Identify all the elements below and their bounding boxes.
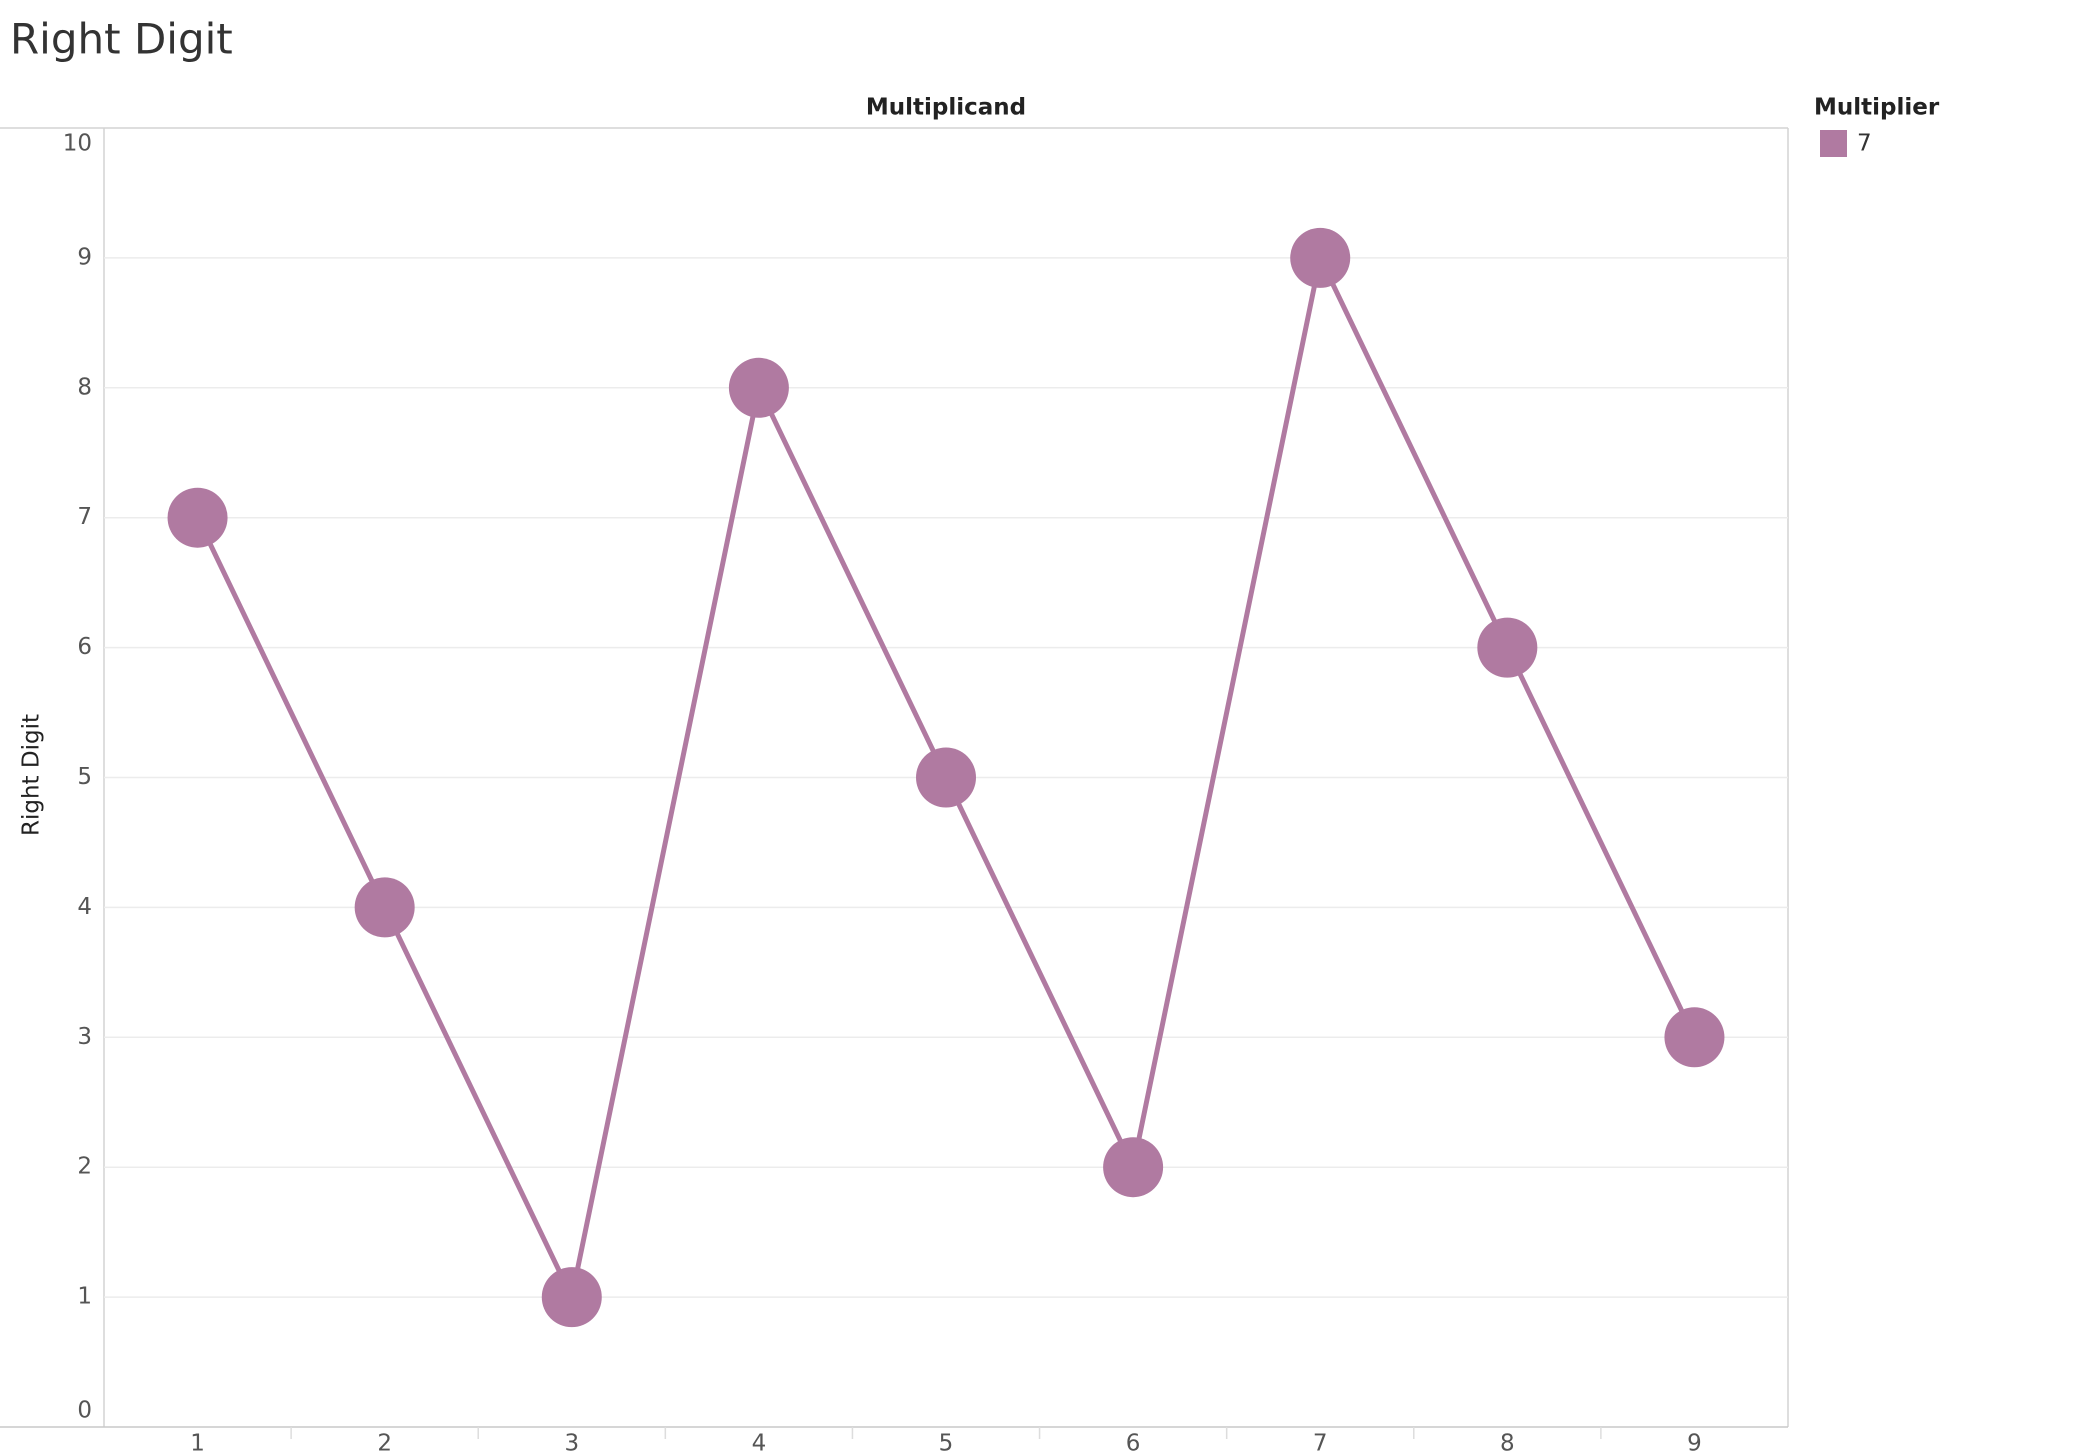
x-tick-label: 2 [377,1431,392,1456]
x-tick-label: 8 [1500,1431,1515,1456]
y-tick-label: 1 [77,1284,92,1310]
x-tick-label: 3 [564,1431,579,1456]
y-tick-label: 9 [77,244,92,270]
y-tick-label: 0 [77,1398,92,1424]
data-point [916,747,976,808]
y-tick-label: 10 [63,131,92,157]
x-tick-label: 4 [752,1431,767,1456]
chart-title: Right Digit [10,15,233,64]
y-tick-label: 5 [77,764,92,790]
y-tick-label: 3 [77,1024,92,1050]
data-point [354,877,415,938]
y-tick-label: 6 [77,634,92,660]
y-axis-title: Right Digit [19,714,45,836]
y-tick-label: 2 [77,1154,92,1180]
y-tick-label: 4 [77,894,92,920]
legend-label: 7 [1857,131,1872,157]
x-tick-label: 6 [1126,1431,1141,1456]
data-point [1103,1137,1164,1198]
y-tick-label: 8 [77,374,92,400]
y-tick-label: 7 [77,504,92,530]
data-point [728,357,789,418]
data-point [1290,227,1351,288]
data-point [1664,1007,1725,1068]
legend-title: Multiplier [1814,95,1940,121]
x-axis-title: Multiplicand [866,95,1026,121]
data-point [167,487,228,548]
data-point [1477,617,1538,678]
x-tick-label: 9 [1687,1431,1702,1456]
x-tick-label: 1 [190,1431,205,1456]
data-point [541,1267,602,1328]
x-tick-label: 5 [939,1431,954,1456]
legend-swatch [1820,130,1847,157]
x-tick-label: 7 [1313,1431,1328,1456]
